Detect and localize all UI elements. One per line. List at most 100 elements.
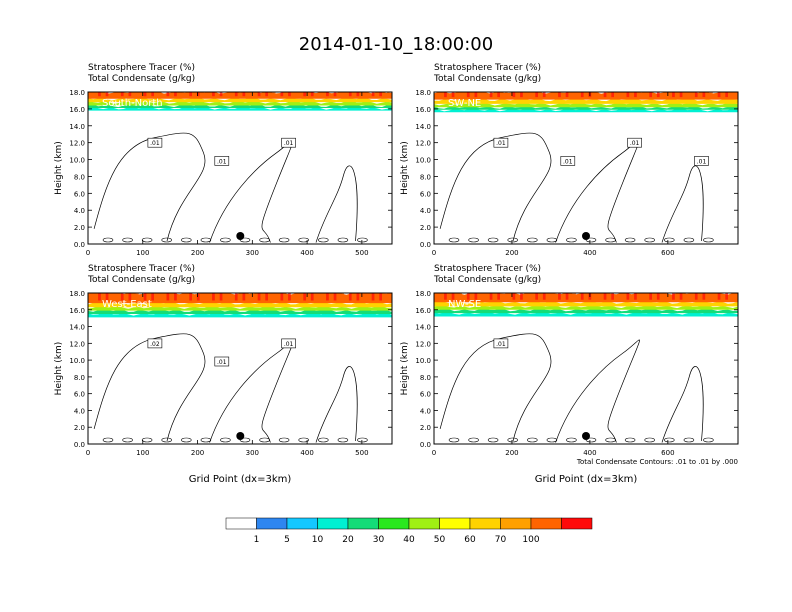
tracer-streak [265,293,268,301]
y-tick-label: 0.0 [420,441,431,449]
tracer-streak [497,293,500,300]
plot-area [434,92,738,244]
tracer-streak [459,92,462,98]
tracer-streak [634,293,637,300]
low-cloud-contour [278,237,290,243]
tracer-streak [603,92,607,98]
x-tick-label: 0 [432,449,436,457]
tracer-streak [710,92,713,98]
y-tick-label: 8.0 [74,374,85,382]
tracer-streak [580,92,584,98]
colorbar-label: 30 [373,535,385,545]
y-tick-label: 0.0 [74,241,85,249]
contour-label-box [627,137,642,148]
low-cloud-contour [703,237,714,243]
panel-title: Stratosphere Tracer (%) [434,264,541,274]
tracer-streak [379,92,382,97]
tracer-streak [386,293,390,301]
tracer-streak [310,92,314,97]
tracer-streak [128,293,132,301]
tracer-streak [105,92,109,97]
plot-frame [433,91,739,245]
low-cloud-contour [605,237,616,243]
tracer-streak [702,92,706,98]
tracer-streak [181,92,185,97]
tracer-streak [444,293,447,300]
tracer-streak [295,92,299,97]
tracer-streak [288,92,291,97]
tracer-streak [364,92,367,97]
x-tick-label: 100 [136,449,149,457]
panel-title: Stratosphere Tracer (%) [88,264,195,274]
tracer-streak [333,293,337,301]
tracer-streak [732,92,736,98]
tracer-streak [489,92,493,98]
tracer-streak [257,293,261,301]
tracer-streak [565,92,569,98]
tracer-streak [436,293,440,300]
plot-frame [87,91,393,245]
condensate-contour [439,333,552,442]
condensate-contour [93,333,206,442]
y-tick-label: 16.0 [69,307,85,315]
contour-label-box [493,137,509,148]
y-tick-label: 10.0 [415,357,431,365]
y-tick-label: 14.0 [69,324,85,332]
tracer-streak [679,293,683,300]
condensate-contour [439,132,552,242]
tracer-streak [489,293,493,300]
low-cloud-contour [337,437,349,443]
tracer-streak [542,293,546,300]
chart-panel-sw-ne: Stratosphere Tracer (%)Total Condensate … [400,63,739,257]
y-tick-label: 10.0 [69,157,85,165]
low-cloud-contour [703,437,714,443]
y-tick-label: 12.0 [69,140,85,148]
contour-label-box [214,356,230,367]
tracer-streak [641,92,645,98]
tracer-streak [371,92,375,97]
tracer-streak [580,293,584,300]
tracer-streak [371,293,375,301]
tracer-streak [725,92,728,98]
figure-title: 2014-01-10_18:00:00 [299,34,493,55]
y-axis-label: Height (km) [54,342,64,396]
plot-frame [87,292,393,445]
tracer-streak [303,293,306,301]
tracer-streak [520,92,523,98]
contour-label: .01 [284,341,294,348]
low-cloud-contour [624,437,636,443]
tracer-streak [174,92,177,97]
tracer-streak [535,92,538,98]
tracer-streak [611,92,614,98]
tracer-streak [596,92,599,98]
tracer-streak [326,293,329,301]
tracer-streak [90,92,94,97]
contour-footnote: Total Condensate Contours: .01 to .01 by… [576,458,738,466]
tracer-streak [542,92,546,98]
low-cloud-contour [507,437,519,443]
tracer-streak [242,293,246,301]
tracer-streak [451,92,455,98]
colorbar-label: 70 [495,535,507,545]
colorbar-label: 100 [522,535,539,545]
low-cloud-contour [317,237,329,243]
tracer-streak [212,92,215,97]
tracer-streak [234,293,238,301]
panel-label: West-East [102,299,152,310]
tracer-streak [250,293,253,301]
y-tick-label: 14.0 [69,123,85,131]
low-cloud-contour [337,237,349,243]
low-cloud-contour [644,437,656,443]
low-cloud-contour [298,437,310,443]
colorbar-label: 40 [403,535,415,545]
colorbar-swatch [561,517,593,530]
contour-label-box [281,338,296,349]
tracer-streak [603,293,607,300]
y-tick-label: 16.0 [415,106,431,114]
tracer-streak [295,293,299,301]
tracer-streak [204,92,208,97]
tracer-streak [234,92,238,97]
x-tick-label: 500 [355,449,368,457]
colorbar-swatch [439,517,471,530]
tracer-streak [189,293,192,301]
